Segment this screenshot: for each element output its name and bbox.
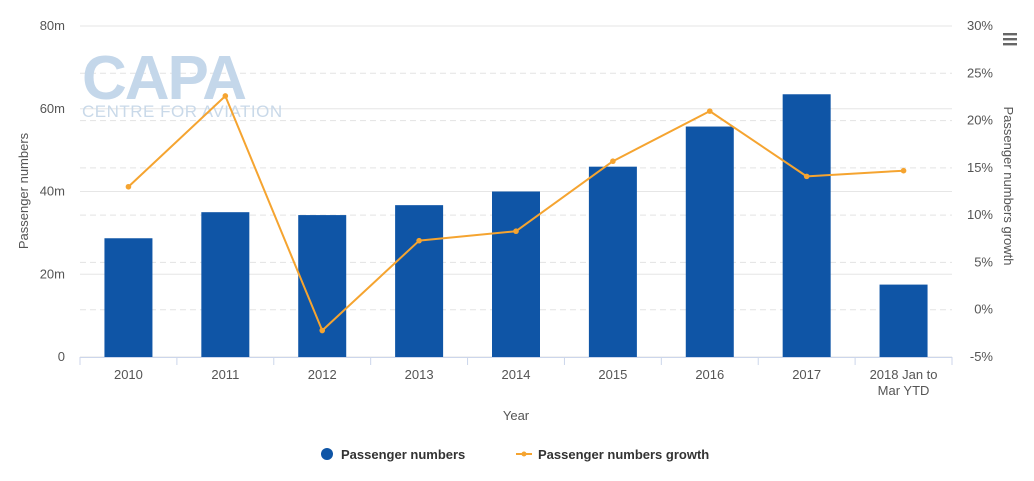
x-tick-label: 2010 xyxy=(114,367,143,382)
y-tick-label: 80m xyxy=(40,18,65,33)
y2-tick-label: 5% xyxy=(974,254,993,269)
y2-tick-label: 20% xyxy=(967,113,993,128)
point-passenger-numbers-growth xyxy=(319,327,326,334)
y-tick-label: 40m xyxy=(40,184,65,199)
x-tick-label: 2012 xyxy=(308,367,337,382)
x-tick-label: 2017 xyxy=(792,367,821,382)
bar-passenger-numbers xyxy=(588,166,637,357)
y2-tick-label: 10% xyxy=(967,207,993,222)
bar-passenger-numbers xyxy=(201,212,250,357)
y2-tick-label: 25% xyxy=(967,65,993,80)
legend: Passenger numbers Passenger numbers grow… xyxy=(321,447,709,462)
legend-item-passenger-numbers[interactable]: Passenger numbers xyxy=(321,447,465,462)
capa-watermark: CAPA CENTRE FOR AVIATION xyxy=(82,44,283,121)
x-tick-label: 2016 xyxy=(695,367,724,382)
legend-item-passenger-numbers-growth[interactable]: Passenger numbers growth xyxy=(516,447,709,462)
x-tick-label: 2011 xyxy=(211,367,239,382)
watermark-tagline: CENTRE FOR AVIATION xyxy=(82,102,283,121)
y-tick-label: 0 xyxy=(58,349,65,364)
y-tick-label: 20m xyxy=(40,266,65,281)
legend-label-passenger-numbers-growth: Passenger numbers growth xyxy=(538,447,709,462)
y2-tick-label: -5% xyxy=(970,349,994,364)
x-tick-label: 2015 xyxy=(598,367,627,382)
y2-tick-label: 15% xyxy=(967,160,993,175)
bar-passenger-numbers xyxy=(685,126,734,357)
point-passenger-numbers-growth xyxy=(803,173,810,180)
y2-tick-label: 0% xyxy=(974,302,993,317)
bar-passenger-numbers xyxy=(879,284,928,357)
legend-bar-marker-icon xyxy=(321,448,333,460)
x-axis-title: Year xyxy=(503,408,530,423)
y2-axis-title: Passenger numbers growth xyxy=(1001,107,1016,266)
y-tick-label: 60m xyxy=(40,101,65,116)
x-tick-label: 2013 xyxy=(405,367,434,382)
bar-passenger-numbers xyxy=(298,215,347,357)
point-passenger-numbers-growth xyxy=(222,93,229,99)
bar-series xyxy=(104,94,928,358)
bar-passenger-numbers xyxy=(104,238,153,357)
x-tick-label: 2018 Jan to Mar YTD xyxy=(870,367,938,398)
y-axis-title: Passenger numbers xyxy=(16,132,31,249)
axes: -5% 0% 5% 10% 15% 20% 25% 30% 0 20m 40m 60m 80m 2010 2… xyxy=(40,18,994,398)
bar-passenger-numbers xyxy=(395,205,444,357)
point-passenger-numbers-growth xyxy=(610,158,616,165)
bar-passenger-numbers xyxy=(492,191,540,357)
point-passenger-numbers-growth xyxy=(706,108,713,114)
point-passenger-numbers-growth xyxy=(416,237,422,244)
y2-tick-label: 30% xyxy=(967,18,993,33)
point-passenger-numbers-growth xyxy=(900,167,907,174)
legend-line-point-icon xyxy=(521,451,527,457)
point-passenger-numbers-growth xyxy=(125,183,132,190)
point-passenger-numbers-growth xyxy=(513,228,519,235)
x-tick-label: 2014 xyxy=(502,367,531,382)
line-series xyxy=(125,93,907,334)
legend-label-passenger-numbers: Passenger numbers xyxy=(341,447,465,462)
bar-passenger-numbers xyxy=(782,94,831,358)
hamburger-menu-icon[interactable] xyxy=(1000,30,1020,48)
